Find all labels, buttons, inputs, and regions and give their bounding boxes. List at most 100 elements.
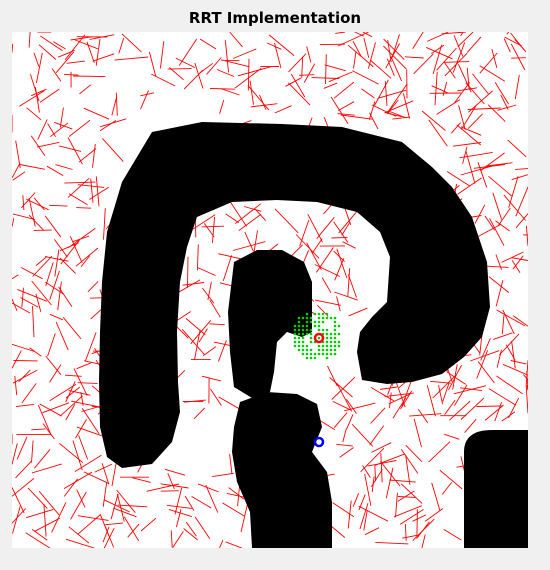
- tree-edge: [342, 428, 347, 443]
- tree-edge: [351, 423, 374, 447]
- goal-sample-point: [305, 324, 309, 328]
- tree-edge: [507, 139, 527, 158]
- tree-edge: [421, 110, 446, 131]
- tree-edge: [333, 81, 355, 99]
- tree-edge: [337, 32, 369, 47]
- tree-edge: [307, 213, 323, 243]
- goal-sample-point: [333, 328, 337, 332]
- tree-edge: [32, 255, 53, 277]
- tree-edge: [19, 90, 45, 107]
- tree-edge: [58, 286, 73, 307]
- goal-sample-point: [329, 336, 333, 340]
- tree-edge: [80, 255, 91, 268]
- tree-edge: [175, 57, 196, 69]
- tree-edge: [338, 101, 355, 111]
- tree-edge: [15, 403, 34, 408]
- goal-sample-point: [333, 340, 337, 344]
- tree-edge: [92, 143, 96, 168]
- goal-sample-point: [321, 348, 325, 352]
- tree-edge: [121, 33, 142, 53]
- tree-edge: [287, 82, 311, 106]
- tree-edge: [499, 333, 520, 356]
- tree-edge: [28, 214, 44, 231]
- tree-edge: [74, 39, 98, 50]
- tree-edge: [249, 80, 254, 105]
- blue-circle-marker-icon: [313, 436, 325, 448]
- tree-edge: [421, 534, 426, 548]
- tree-edge: [51, 502, 67, 533]
- tree-edge: [185, 318, 206, 336]
- tree-edge: [301, 56, 304, 78]
- tree-edge: [477, 361, 495, 384]
- goal-sample-point: [333, 324, 337, 328]
- goal-sample-point: [317, 316, 321, 320]
- tree-edge: [523, 374, 528, 381]
- tree-edge: [28, 32, 31, 48]
- tree-edge: [89, 186, 110, 200]
- tree-edge: [436, 99, 461, 115]
- tree-edge: [12, 43, 14, 53]
- tree-edge: [46, 165, 64, 176]
- tree-edge: [346, 414, 354, 430]
- tree-edge: [342, 241, 356, 249]
- goal-sample-point: [325, 332, 329, 336]
- goal-sample-point: [337, 344, 341, 348]
- tree-edge: [352, 493, 360, 507]
- tree-edge: [503, 38, 511, 53]
- goal-sample-point: [309, 352, 313, 356]
- goal-sample-point: [337, 324, 341, 328]
- tree-edge: [430, 380, 451, 384]
- tree-edge: [187, 256, 189, 288]
- goal-sample-point: [321, 328, 325, 332]
- tree-edge: [500, 94, 509, 110]
- goal-sample-point: [313, 356, 317, 360]
- tree-edge: [203, 223, 215, 238]
- goal-sample-point: [293, 344, 297, 348]
- tree-edge: [31, 428, 46, 431]
- tree-edge: [388, 110, 407, 119]
- goal-sample-point: [293, 336, 297, 340]
- tree-edge: [367, 42, 376, 69]
- tree-edge: [361, 88, 375, 99]
- tree-edge: [70, 36, 92, 41]
- tree-edge: [59, 442, 84, 463]
- tree-edge: [12, 350, 22, 369]
- goal-sample-point: [305, 356, 309, 360]
- tree-edge: [525, 383, 528, 414]
- tree-edge: [431, 44, 445, 54]
- tree-edge: [512, 255, 524, 270]
- tree-edge: [374, 79, 389, 106]
- tree-edge: [488, 388, 517, 406]
- tree-edge: [57, 281, 62, 311]
- tree-edge: [432, 375, 456, 399]
- tree-edge: [111, 462, 117, 487]
- tree-edge: [212, 472, 234, 478]
- goal-sample-point: [313, 352, 317, 356]
- tree-edge: [184, 495, 195, 511]
- tree-edge: [363, 510, 368, 531]
- tree-edge: [285, 77, 302, 87]
- goal-sample-point: [317, 344, 321, 348]
- goal-sample-point: [309, 356, 313, 360]
- tree-edge: [220, 88, 240, 96]
- tree-edge: [380, 461, 401, 487]
- tree-edge: [68, 526, 90, 544]
- goal-sample-point: [325, 352, 329, 356]
- tree-edge: [383, 38, 405, 60]
- goal-sample-point: [297, 316, 301, 320]
- tree-edge: [497, 207, 511, 227]
- tree-edge: [202, 287, 215, 304]
- tree-edge: [457, 87, 478, 92]
- tree-edge: [193, 407, 206, 420]
- goal-sample-point: [297, 336, 301, 340]
- tree-edge: [325, 54, 327, 85]
- goal-sample-point: [301, 340, 305, 344]
- tree-edge: [206, 57, 222, 75]
- tree-edge: [431, 85, 449, 94]
- tree-edge: [42, 423, 55, 440]
- goal-sample-point: [313, 320, 317, 324]
- tree-edge: [495, 220, 510, 232]
- tree-edge: [62, 317, 82, 340]
- tree-edge: [456, 124, 481, 146]
- goal-sample-point: [313, 312, 317, 316]
